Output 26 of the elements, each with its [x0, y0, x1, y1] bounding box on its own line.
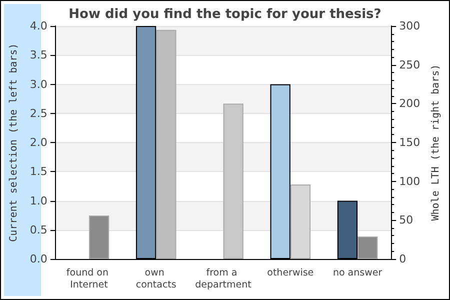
y-tick-label: 3.5	[30, 48, 48, 62]
x-tick-label: found on Internet	[66, 268, 112, 290]
y-tick-label: 1.0	[30, 194, 48, 208]
y2-tick-label: 100	[399, 174, 420, 188]
y-axis-title: Current selection (the left bars)	[8, 43, 20, 242]
y2-tick-label: 0	[399, 252, 406, 266]
y2-tick-label: 200	[399, 97, 420, 110]
y2-tick-label: 150	[399, 136, 420, 149]
bar	[223, 104, 244, 259]
y-tick-label: 2.0	[30, 136, 48, 149]
y-tick-label: 4.0	[30, 20, 48, 32]
y2-tick-label: 300	[399, 20, 420, 32]
y-tick-label: 0.0	[30, 252, 48, 266]
x-tick-label: from a department	[195, 268, 252, 290]
y-tick-label: 1.5	[30, 165, 48, 178]
y-tick-label: 3.0	[30, 78, 48, 91]
y-tick-label: 0.5	[30, 223, 48, 236]
bar	[88, 216, 110, 259]
y2-tick-label: 50	[399, 214, 414, 227]
chart-title: How did you find the topic for your thesis?	[68, 7, 382, 22]
y2-tick-label: 250	[399, 58, 420, 72]
x-tick-label: otherwise	[267, 268, 314, 278]
y2-axis-title: Whole LTH (the right bars)	[430, 64, 442, 221]
x-tick-label: no answer	[332, 268, 382, 278]
y-tick-label: 2.5	[30, 106, 48, 120]
x-tick-label: own contacts	[136, 268, 176, 290]
